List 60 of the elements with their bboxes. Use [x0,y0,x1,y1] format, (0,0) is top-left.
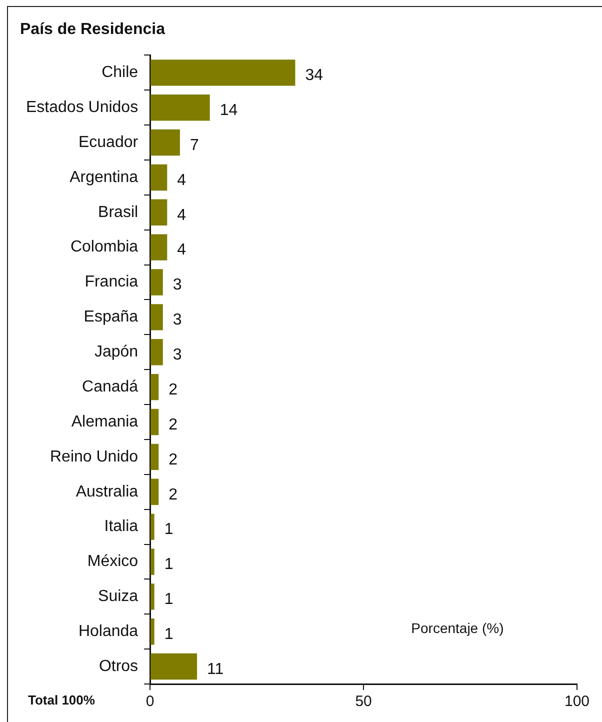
x-tick-label: 50 [355,693,372,710]
bar [150,60,296,86]
bar [150,478,159,505]
y-tick-label: Francia [84,274,138,291]
data-label: 3 [172,346,182,364]
y-tick-label: Otros [98,658,138,675]
text: Total 100% [28,692,96,708]
data-label: 2 [168,381,178,398]
data-label: 3 [172,312,182,329]
data-label: 14 [220,102,238,120]
data-label: 11 [207,660,224,678]
y-tick-label: Japón [94,344,138,361]
bar [150,269,163,296]
bar [150,304,163,330]
y-tick-label: Holanda [78,623,138,640]
y-tick-label: España [84,308,138,326]
x-tick-label: 0 [146,693,154,710]
bar [150,234,168,260]
data-label: 7 [190,136,199,154]
data-label: 2 [168,451,178,468]
y-tick-label: Chile [102,64,138,82]
bar [150,514,154,540]
chart-title: País de Residencia [20,21,166,38]
data-label: 4 [177,206,186,224]
data-label: 3 [172,276,182,294]
data-label: 4 [177,172,186,189]
y-tick-label: Brasil [98,204,138,221]
data-label: 1 [164,556,174,574]
bar [150,408,159,436]
bar [150,653,198,680]
y-tick-label: Italia [104,518,138,536]
y-tick-label: Reino Unido [50,448,138,466]
bar [150,374,159,400]
bar [150,339,163,366]
bar [150,584,154,610]
data-label: 34 [305,67,324,84]
x-tick-label: 100 [564,693,590,710]
y-tick-label: México [87,553,138,570]
y-tick-label: Canadá [82,378,138,396]
y-tick-label: Estados Unidos [26,99,138,116]
bar [150,94,210,121]
bar [150,199,168,226]
data-label: 1 [164,626,174,644]
data-label: 4 [177,242,186,259]
bar [150,618,154,645]
y-tick-label: Colombia [70,238,138,256]
y-tick-label: Alemania [71,413,138,430]
data-label: 2 [168,486,178,504]
bar [150,444,159,470]
bar [150,548,154,575]
x-axis-title: Porcentaje (%) [411,620,504,636]
bar [150,129,180,156]
data-label: 1 [164,591,174,608]
bar [150,164,168,191]
data-label: 1 [164,521,174,538]
y-tick-label: Suiza [98,588,138,606]
data-label: 2 [168,416,178,434]
y-tick-label: Ecuador [78,134,139,151]
y-tick-label: Australia [76,483,138,500]
y-tick-label: Argentina [70,168,138,186]
